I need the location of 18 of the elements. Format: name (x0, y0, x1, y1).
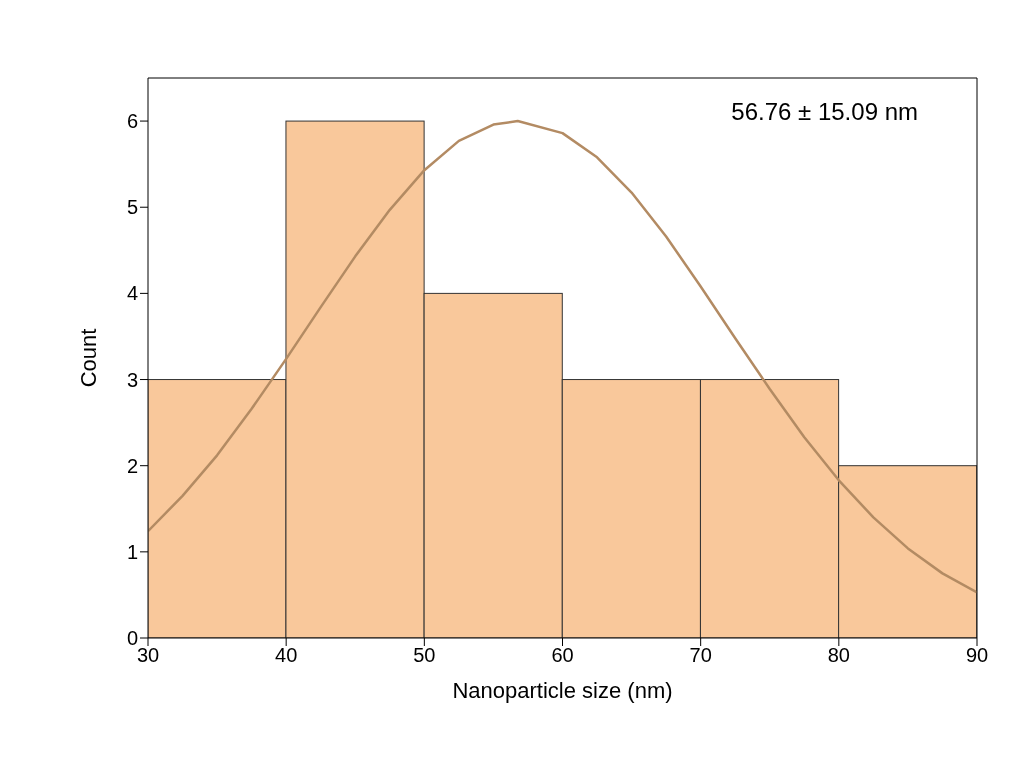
y-tick-label: 2 (126, 454, 138, 477)
y-axis-title: Count (75, 328, 101, 388)
x-tick-label: 30 (136, 644, 160, 667)
x-tick-label: 40 (275, 644, 298, 667)
y-tick-label: 1 (126, 540, 138, 563)
y-tick-label: 6 (126, 110, 138, 133)
x-axis-title: Nanoparticle size (nm) (452, 678, 673, 703)
x-tick-label: 50 (413, 644, 436, 667)
line-series (148, 119, 977, 594)
y-tick-label: 0 (126, 627, 138, 650)
annotation: 56.76 ± 15.09 nm (731, 98, 918, 126)
y-tick-label: 5 (126, 196, 138, 219)
y-tick-label: 3 (126, 368, 138, 391)
y-tick-label: 4 (126, 282, 138, 305)
x-tick-label: 70 (689, 644, 712, 667)
x-tick-label: 90 (965, 644, 989, 667)
x-tick-label: 60 (551, 644, 574, 667)
x-tick-label: 80 (827, 644, 850, 667)
